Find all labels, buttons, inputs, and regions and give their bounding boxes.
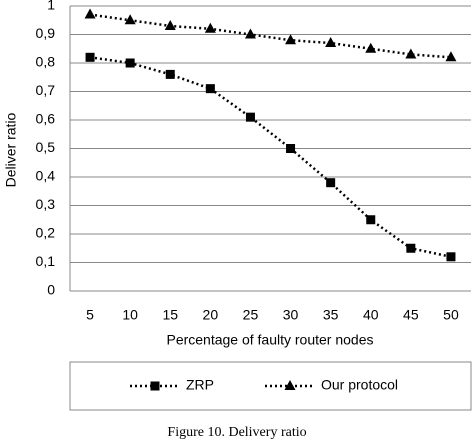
- x-tick-label: 45: [403, 307, 419, 323]
- y-tick-label: 0,1: [36, 253, 56, 269]
- marker: [84, 8, 96, 19]
- x-tick-label: 20: [203, 307, 219, 323]
- y-tick-label: 0,2: [36, 225, 56, 241]
- legend-label: ZRP: [186, 377, 214, 393]
- marker: [164, 19, 176, 30]
- marker: [325, 37, 337, 48]
- y-tick-label: 0,4: [36, 168, 56, 184]
- x-tick-label: 5: [86, 307, 94, 323]
- y-tick-label: 0,5: [36, 139, 56, 155]
- marker: [284, 380, 296, 390]
- marker: [366, 215, 376, 225]
- y-tick-label: 0,7: [36, 82, 56, 98]
- series-line: [89, 13, 452, 59]
- marker: [124, 14, 136, 25]
- x-tick-label: 50: [443, 307, 459, 323]
- marker: [244, 28, 256, 39]
- marker: [204, 22, 216, 33]
- marker: [365, 42, 377, 53]
- marker: [285, 34, 297, 45]
- series-line: [89, 56, 452, 259]
- y-tick-label: 0,9: [36, 25, 56, 41]
- caption: Figure 10. Delivery ratio: [167, 425, 306, 440]
- marker: [245, 112, 255, 122]
- x-tick-label: 25: [243, 307, 259, 323]
- marker: [445, 51, 457, 62]
- y-tick-label: 0,6: [36, 111, 56, 127]
- marker: [205, 84, 215, 94]
- marker: [446, 252, 456, 262]
- x-tick-label: 40: [363, 307, 379, 323]
- y-axis-label: Deliver ratio: [3, 112, 19, 187]
- marker: [326, 178, 336, 188]
- x-axis-label: Percentage of faulty router nodes: [166, 332, 373, 348]
- marker: [405, 48, 417, 59]
- marker: [150, 381, 160, 391]
- y-tick-label: 0,8: [36, 54, 56, 70]
- marker: [125, 58, 135, 68]
- marker: [165, 69, 175, 79]
- marker: [286, 144, 296, 153]
- x-tick-label: 35: [323, 307, 339, 323]
- x-tick-label: 30: [283, 307, 299, 323]
- marker: [406, 243, 416, 253]
- marker: [85, 52, 95, 62]
- legend-label: Our protocol: [321, 377, 398, 393]
- x-tick-label: 15: [162, 307, 178, 323]
- y-tick-label: 0: [47, 282, 55, 298]
- y-tick-label: 1: [47, 0, 55, 13]
- y-tick-label: 0,3: [36, 196, 56, 212]
- x-tick-label: 10: [122, 307, 138, 323]
- legend-box: [69, 361, 472, 411]
